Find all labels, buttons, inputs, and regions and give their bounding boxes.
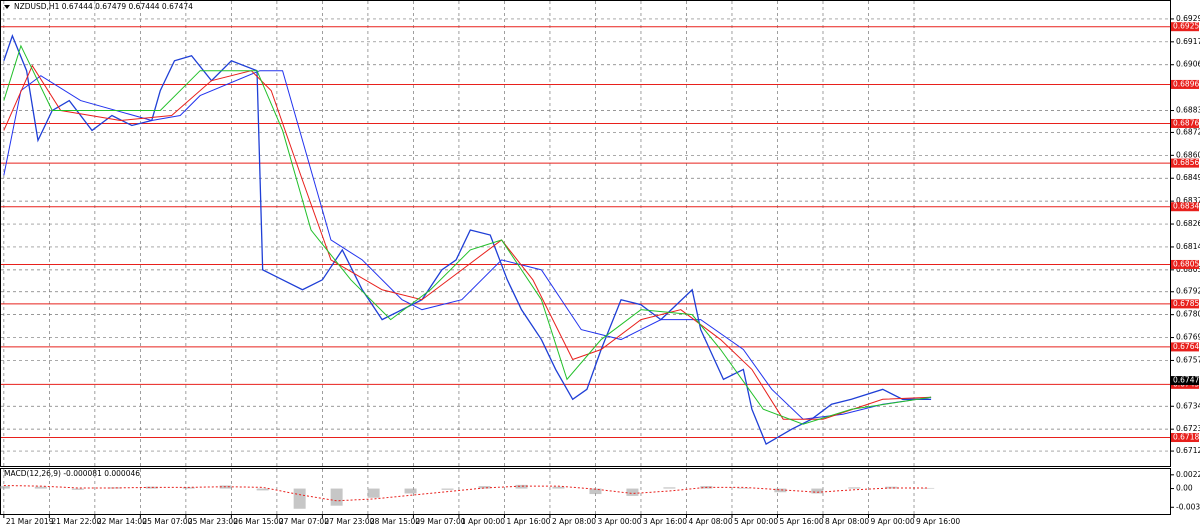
macd-bar bbox=[256, 488, 269, 491]
macd-signal bbox=[3, 485, 929, 502]
level-label-box bbox=[1171, 158, 1199, 168]
y-tick-label: 0.68605 bbox=[1176, 150, 1200, 159]
macd-bar bbox=[367, 488, 380, 498]
x-tick-label: 5 Apr 00:00 bbox=[734, 517, 778, 526]
macd-bar bbox=[663, 487, 676, 489]
main-frame bbox=[0, 0, 1171, 467]
macd-bar bbox=[71, 488, 84, 490]
x-tick-label: 25 Mar 23:00 bbox=[188, 517, 238, 526]
macd-bar bbox=[145, 486, 158, 489]
macd-bar bbox=[737, 487, 750, 489]
x-tick-label: 21 Mar 22:00 bbox=[51, 517, 101, 526]
price-line bbox=[3, 34, 932, 446]
level-label: 0.68765 bbox=[1173, 118, 1200, 127]
moving-average bbox=[3, 64, 932, 420]
y-tick-label: 0.6849 bbox=[1176, 173, 1200, 182]
x-tick-label: 1 Apr 16:00 bbox=[506, 517, 550, 526]
y-tick-label: 0.6826 bbox=[1176, 219, 1200, 228]
macd-bar bbox=[589, 488, 602, 495]
y-tick-label: 0.6803 bbox=[1176, 265, 1200, 274]
y-tick-label: 0.002247 bbox=[1176, 470, 1200, 479]
x-tick-label: 22 Mar 14:00 bbox=[97, 517, 147, 526]
moving-average bbox=[3, 44, 932, 425]
level-label-box bbox=[1171, 342, 1199, 352]
x-tick-label: 1 Apr 00:00 bbox=[461, 517, 505, 526]
macd-bar bbox=[811, 488, 824, 494]
x-tick-label: 4 Apr 08:00 bbox=[688, 517, 732, 526]
moving-average bbox=[3, 70, 932, 420]
x-tick-label: 27 Mar 23:00 bbox=[324, 517, 374, 526]
macd-bar bbox=[34, 486, 47, 489]
x-tick-label: 29 Mar 07:00 bbox=[415, 517, 465, 526]
current-price-box bbox=[1171, 376, 1199, 386]
x-tick-label: 3 Apr 16:00 bbox=[643, 517, 687, 526]
x-tick-label: 3 Apr 00:00 bbox=[597, 517, 641, 526]
x-tick-label: 27 Mar 07:00 bbox=[279, 517, 329, 526]
y-tick-label: 0.67575 bbox=[1176, 355, 1200, 364]
macd-bar bbox=[404, 488, 417, 494]
x-tick-label: 21 Mar 2019 bbox=[6, 517, 54, 526]
macd-bar bbox=[774, 488, 787, 493]
y-tick-label: 0.68375 bbox=[1176, 196, 1200, 205]
level-label-box bbox=[1171, 299, 1199, 309]
x-tick-label: 9 Apr 16:00 bbox=[916, 517, 960, 526]
macd-bar bbox=[626, 488, 639, 496]
x-tick-label: 25 Mar 07:00 bbox=[142, 517, 192, 526]
level-label-box bbox=[1171, 433, 1199, 443]
macd-title: MACD(12,26,9) -0.000081 0.000046 bbox=[4, 469, 140, 478]
macd-bar bbox=[108, 487, 121, 489]
level-label: 0.67643 bbox=[1173, 342, 1200, 351]
macd-bar bbox=[848, 487, 861, 489]
macd-bar bbox=[922, 487, 935, 489]
y-tick-label: 0.67805 bbox=[1176, 310, 1200, 319]
y-tick-label: 0.68145 bbox=[1176, 242, 1200, 251]
level-label-box bbox=[1171, 22, 1199, 32]
y-tick-label: 0.00 bbox=[1176, 484, 1193, 493]
macd-bar bbox=[330, 488, 343, 506]
y-tick-label: -0.00306 bbox=[1176, 502, 1200, 511]
x-tick-label: 5 Apr 16:00 bbox=[779, 517, 823, 526]
macd-bar bbox=[0, 486, 10, 489]
y-tick-label: 0.6906 bbox=[1176, 60, 1200, 69]
y-tick-label: 0.6769 bbox=[1176, 333, 1200, 342]
level-label-box bbox=[1171, 202, 1199, 212]
level-label: 0.68347 bbox=[1173, 202, 1200, 211]
macd-frame bbox=[0, 468, 1171, 515]
y-tick-label: 0.67345 bbox=[1176, 401, 1200, 410]
y-tick-label: 0.69175 bbox=[1176, 37, 1200, 46]
x-tick-label: 26 Mar 15:00 bbox=[233, 517, 283, 526]
macd-bar bbox=[478, 486, 491, 489]
x-tick-label: 8 Apr 08:00 bbox=[825, 517, 869, 526]
level-label: 0.68057 bbox=[1173, 259, 1200, 268]
macd-bar bbox=[182, 487, 195, 489]
y-tick-label: 0.6883 bbox=[1176, 106, 1200, 115]
level-label-box bbox=[1171, 118, 1199, 128]
chart-title: NZDUSD,H1 0.67444 0.67479 0.67444 0.6747… bbox=[14, 2, 193, 11]
level-label-box bbox=[1171, 79, 1199, 89]
macd-bar bbox=[552, 486, 565, 489]
y-tick-label: 0.6792 bbox=[1176, 287, 1200, 296]
current-price-label: 0.67474 bbox=[1173, 376, 1200, 385]
title-marker bbox=[4, 5, 10, 9]
y-tick-label: 0.6929 bbox=[1176, 14, 1200, 23]
x-tick-label: 2 Apr 08:00 bbox=[552, 517, 596, 526]
level-label: 0.68566 bbox=[1173, 158, 1200, 167]
macd-bar bbox=[885, 486, 898, 489]
y-tick-label: 0.6723 bbox=[1176, 424, 1200, 433]
level-label: 0.67188 bbox=[1173, 433, 1200, 442]
y-tick-label: 0.6872 bbox=[1176, 127, 1200, 136]
level-label: 0.68961 bbox=[1173, 79, 1200, 88]
x-tick-label: 28 Mar 15:00 bbox=[370, 517, 420, 526]
x-tick-label: 9 Apr 00:00 bbox=[871, 517, 915, 526]
macd-bar bbox=[441, 488, 454, 490]
level-label: 0.67859 bbox=[1173, 299, 1200, 308]
macd-bar bbox=[293, 488, 306, 509]
level-label: 0.69251 bbox=[1173, 22, 1200, 31]
macd-bar bbox=[515, 484, 528, 489]
level-label-box bbox=[1171, 259, 1199, 269]
y-tick-label: 0.6712 bbox=[1176, 446, 1200, 455]
